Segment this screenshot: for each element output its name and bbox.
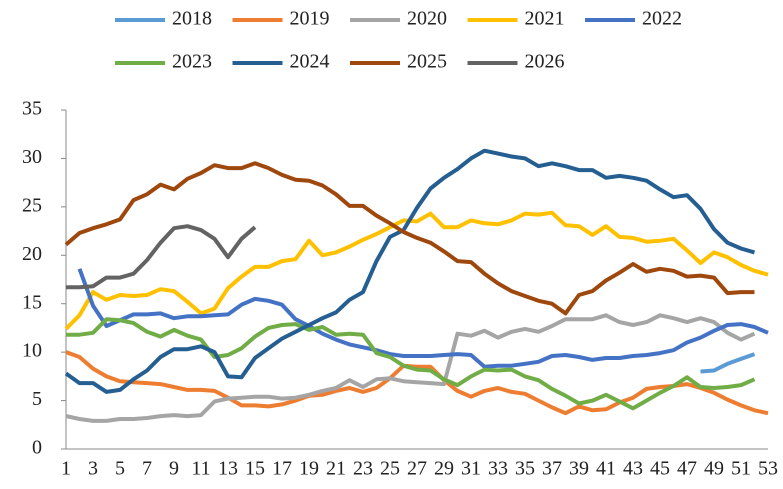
- legend-label: 2023: [172, 51, 212, 73]
- x-tick-label: 5: [115, 458, 125, 480]
- series-line: [66, 317, 756, 411]
- legend-label: 2019: [290, 8, 330, 30]
- y-tick-label: 10: [22, 340, 42, 362]
- x-tick-label: 47: [677, 458, 697, 480]
- x-tick-label: 45: [650, 458, 670, 480]
- x-tick-label: 39: [569, 458, 589, 480]
- series-line: [65, 350, 769, 416]
- x-tick-label: 37: [542, 458, 562, 480]
- x-tick-label: 25: [380, 458, 400, 480]
- x-tick-label: 41: [596, 458, 616, 480]
- x-tick-label: 33: [488, 458, 508, 480]
- y-tick-label: 15: [22, 291, 42, 313]
- y-tick-label: 35: [22, 98, 42, 120]
- x-tick-label: 31: [461, 458, 481, 480]
- x-tick-label: 49: [704, 458, 724, 480]
- series-line: [700, 352, 756, 374]
- x-tick-label: 1: [61, 458, 71, 480]
- legend-label: 2022: [642, 8, 682, 30]
- x-tick-label: 17: [272, 458, 292, 480]
- x-tick-label: 3: [88, 458, 98, 480]
- x-tick-label: 27: [407, 458, 427, 480]
- x-tick-label: 35: [515, 458, 535, 480]
- y-tick-label: 30: [22, 146, 42, 168]
- y-tick-label: 25: [22, 194, 42, 216]
- series-line: [64, 148, 756, 394]
- x-tick-label: 51: [731, 458, 751, 480]
- x-tick-label: 53: [758, 458, 778, 480]
- x-tick-label: 19: [299, 458, 319, 480]
- x-tick-label: 29: [434, 458, 454, 480]
- x-tick-label: 9: [169, 458, 179, 480]
- y-tick-label: 20: [22, 243, 42, 265]
- legend-label: 2024: [290, 51, 330, 73]
- x-tick-label: 11: [191, 458, 210, 480]
- series-line: [66, 224, 257, 290]
- x-tick-label: 21: [326, 458, 346, 480]
- legend-label: 2020: [407, 8, 447, 30]
- legend-label: 2025: [407, 51, 447, 73]
- series-line: [64, 161, 755, 316]
- x-tick-label: 13: [218, 458, 238, 480]
- x-tick-label: 15: [245, 458, 265, 480]
- legend-label: 2021: [525, 8, 565, 30]
- y-tick-label: 5: [32, 388, 42, 410]
- series-line: [64, 210, 769, 331]
- series-line: [65, 313, 756, 423]
- x-tick-label: 7: [142, 458, 152, 480]
- x-tick-label: 43: [623, 458, 643, 480]
- x-tick-label: 23: [353, 458, 373, 480]
- y-tick-label: 0: [32, 437, 42, 459]
- series-line: [77, 268, 769, 369]
- legend-label: 2018: [172, 8, 212, 30]
- legend-label: 2026: [525, 51, 565, 73]
